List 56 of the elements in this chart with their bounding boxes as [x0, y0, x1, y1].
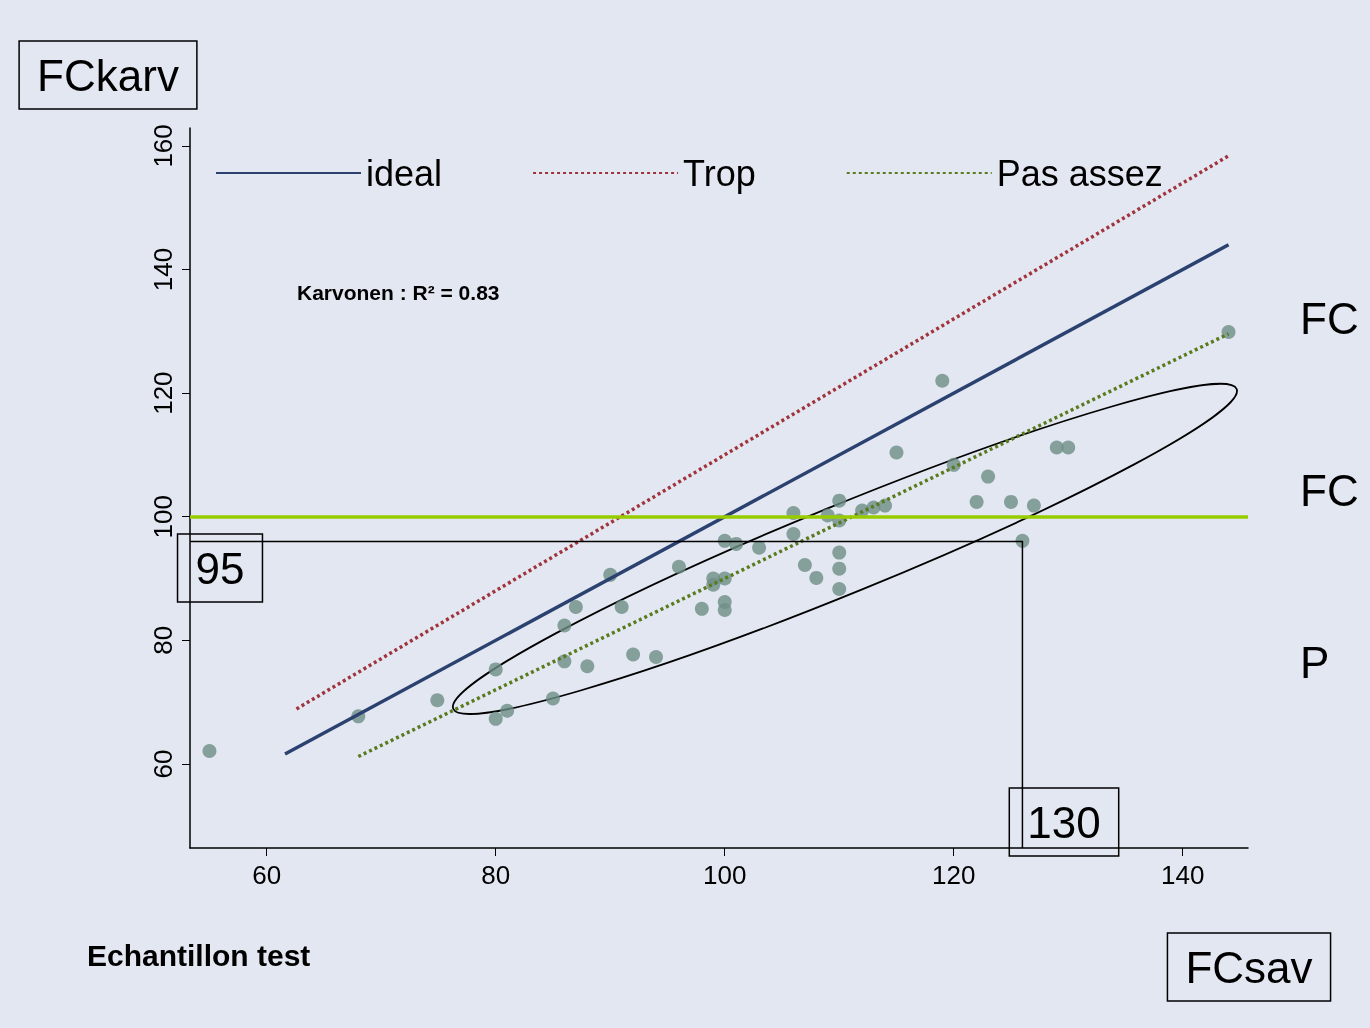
point — [809, 570, 824, 585]
point — [545, 691, 560, 706]
point — [614, 599, 629, 614]
point — [981, 469, 996, 484]
point — [1015, 533, 1030, 548]
point — [488, 711, 503, 726]
x-tick-label: 140 — [1161, 860, 1205, 890]
point — [832, 582, 847, 597]
y-tick-label: 140 — [148, 247, 178, 292]
point — [694, 601, 709, 616]
point — [935, 373, 950, 388]
point — [832, 561, 847, 576]
point — [797, 557, 812, 572]
x-tick-label: 80 — [481, 860, 511, 890]
point — [889, 445, 904, 460]
x-tick-label: 120 — [932, 860, 976, 890]
point — [832, 493, 847, 508]
point — [500, 703, 515, 718]
annotation: 95 — [195, 543, 245, 593]
point — [1003, 494, 1018, 509]
y-tick-label: 80 — [148, 625, 178, 655]
point — [430, 693, 445, 708]
x-tick-label: 60 — [252, 860, 282, 890]
annotation: 130 — [1027, 797, 1101, 847]
annotation: Karvonen : R² = 0.83 — [297, 280, 500, 304]
point — [202, 743, 217, 758]
point — [557, 618, 572, 633]
text: P — [1300, 637, 1330, 687]
point — [671, 559, 686, 574]
point — [729, 536, 744, 551]
y-tick-label: 160 — [148, 124, 178, 168]
x-tick-label: 100 — [703, 860, 747, 890]
point — [568, 599, 583, 614]
y-tick-label: 60 — [148, 749, 178, 779]
text: Echantillon test — [87, 938, 311, 972]
point — [969, 494, 984, 509]
legend-label: Trop — [683, 152, 756, 194]
legend-label: ideal — [366, 152, 443, 194]
point — [717, 603, 732, 618]
text: FC — [1300, 293, 1359, 343]
y-tick-label: 100 — [148, 495, 178, 539]
text: FC — [1300, 465, 1359, 515]
point — [832, 545, 847, 560]
point — [786, 527, 801, 542]
legend-label: Pas assez — [996, 152, 1163, 194]
point — [1061, 440, 1076, 455]
point — [649, 650, 664, 665]
point — [1221, 324, 1236, 339]
y-axis-title: FCkarv — [37, 50, 179, 100]
y-tick-label: 120 — [148, 371, 178, 415]
x-axis-title: FCsav — [1185, 942, 1313, 992]
point — [752, 540, 767, 555]
point — [1026, 498, 1041, 513]
point — [626, 647, 641, 662]
point — [580, 659, 595, 674]
point — [488, 662, 503, 677]
